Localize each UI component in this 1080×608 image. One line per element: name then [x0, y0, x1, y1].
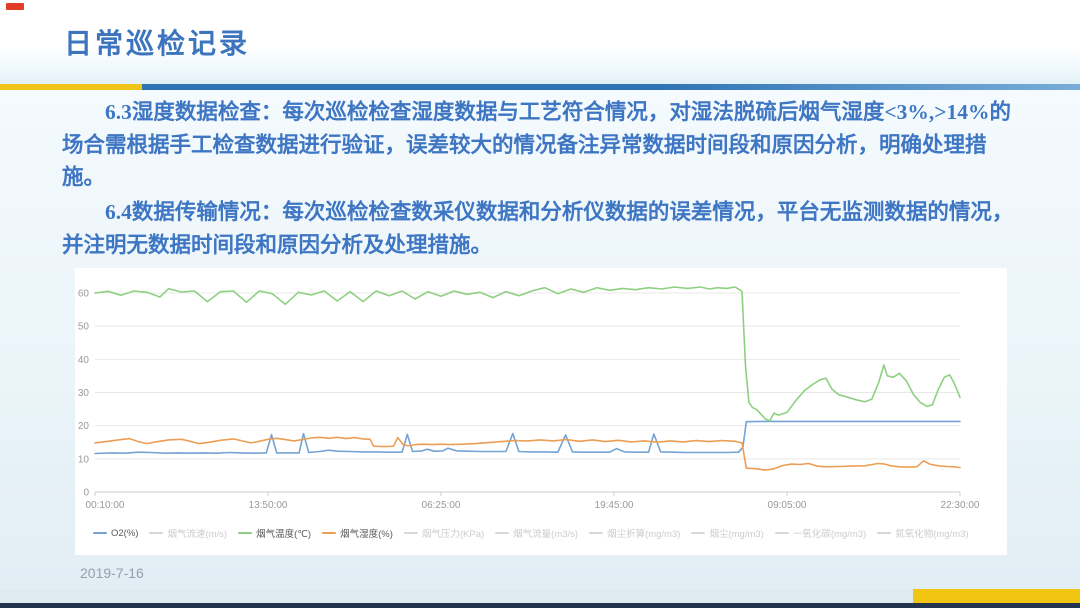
divider-yellow-segment: [0, 84, 142, 90]
legend-line-icon: [495, 532, 510, 534]
divider-blue-segment: [142, 84, 1080, 90]
legend-item[interactable]: 氮氧化物(mg/m3): [877, 526, 969, 540]
footer-yellow-accent: [913, 589, 1080, 604]
legend-item[interactable]: 烟气湿度(%): [322, 526, 393, 540]
legend-line-icon: [93, 532, 107, 534]
legend-label: 烟气温度(℃): [256, 529, 312, 540]
footer-navy-bar: [0, 603, 1080, 608]
legend-label: 烟气流速(m/s): [167, 529, 228, 540]
paragraph-6-4: 6.4数据传输情况：每次巡检检查数采仪数据和分析仪数据的误差情况，平台无监测数据…: [62, 200, 1014, 257]
legend-item[interactable]: O2(%): [93, 528, 138, 539]
legend-item[interactable]: 烟尘(mg/m3): [691, 526, 764, 540]
y-axis-label: 40: [78, 355, 90, 366]
series-line-humidity: [94, 436, 961, 471]
page-title: 日常巡检记录: [64, 29, 251, 60]
legend-label: 烟尘折算(mg/m3): [607, 529, 681, 540]
y-axis-label: 20: [78, 421, 90, 432]
legend-label: 烟气湿度(%): [340, 529, 393, 540]
x-axis-label: 09:05:00: [768, 500, 807, 511]
legend-line-icon: [322, 532, 337, 534]
legend-line-icon: [238, 532, 253, 534]
legend-label: 烟气压力(KPa): [421, 529, 485, 540]
legend-line-icon: [691, 532, 706, 534]
series-line-o2: [94, 420, 961, 455]
legend-item[interactable]: 一氧化碳(mg/m3): [774, 526, 867, 540]
x-axis-label: 13:50:00: [249, 500, 288, 511]
legend-label: 一氧化碳(mg/m3): [792, 529, 867, 540]
legend-line-icon: [149, 532, 164, 534]
y-axis-label: 0: [83, 488, 89, 499]
y-axis-label: 50: [78, 322, 90, 333]
slide-date: 2019-7-16: [80, 565, 144, 581]
footer-strip: [0, 589, 1080, 604]
legend-label: 氮氧化物(mg/m3): [895, 529, 969, 540]
recording-mark: [6, 3, 24, 10]
legend-line-icon: [774, 532, 789, 534]
slide-header: 日常巡检记录: [0, 0, 1080, 84]
body-text: 6.3湿度数据检查：每次巡检检查湿度数据与工艺符合情况，对湿法脱硫后烟气湿度<3…: [62, 96, 1020, 263]
chart-legend: O2(%) 烟气流速(m/s) 烟气温度(℃) 烟气湿度(%) 烟气压力(KPa) 烟气流…: [75, 526, 1007, 540]
legend-item[interactable]: 烟气压力(KPa): [403, 526, 485, 540]
x-axis-label: 19:45:00: [595, 500, 634, 511]
legend-item[interactable]: 烟气流量(m3/s): [495, 526, 578, 540]
legend-label: 烟尘(mg/m3): [709, 529, 764, 540]
series-line-temp: [94, 286, 961, 422]
x-axis-label: 22:30:00: [941, 500, 980, 511]
x-axis-label: 06:25:00: [422, 500, 461, 511]
legend-item[interactable]: 烟气温度(℃): [238, 526, 311, 540]
legend-item[interactable]: 烟尘折算(mg/m3): [589, 526, 680, 540]
legend-line-icon: [589, 532, 604, 534]
chart-plot-area: 0 10 20 30 40 50 60 00:10:00 13:50:00 06:25:00 19:…: [78, 286, 980, 511]
y-axis-label: 30: [78, 388, 90, 399]
legend-line-icon: [403, 532, 418, 534]
paragraph-6-3: 6.3湿度数据检查：每次巡检检查湿度数据与工艺符合情况，对湿法脱硫后烟气湿度<3…: [62, 100, 1012, 190]
inspection-chart: 0 10 20 30 40 50 60 00:10:00 13:50:00 06:25:00 19:…: [75, 268, 1007, 555]
y-axis-label: 60: [78, 288, 90, 299]
x-axis-label: 00:10:00: [86, 500, 125, 511]
legend-item[interactable]: 烟气流速(m/s): [149, 526, 227, 540]
legend-label: 烟气流量(m3/s): [513, 529, 579, 540]
legend-label: O2(%): [111, 527, 139, 539]
legend-line-icon: [877, 532, 892, 534]
y-axis-label: 10: [78, 454, 90, 465]
